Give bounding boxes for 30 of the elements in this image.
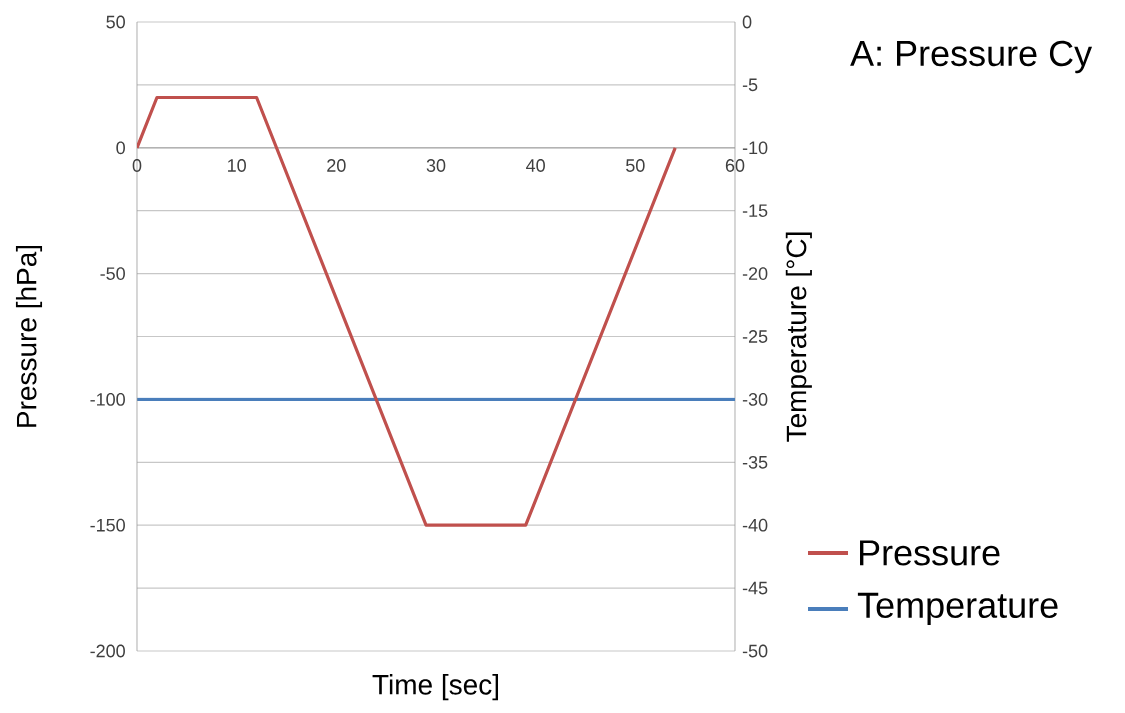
x-tick-label: 50 — [626, 159, 645, 172]
y2-tick-label: -40 — [742, 518, 768, 532]
x-tick-label: 0 — [132, 159, 142, 172]
y2-axis-title: Temperature [°C] — [785, 232, 812, 442]
y2-tick-label: -5 — [742, 78, 758, 92]
y2-tick-label: 0 — [742, 15, 752, 29]
y-tick-label: -200 — [90, 644, 125, 658]
y2-tick-label: -15 — [742, 204, 768, 217]
x-axis-title: Time [sec] — [372, 674, 499, 701]
y2-tick-label: -25 — [742, 330, 768, 343]
x-tick-label: 20 — [327, 159, 346, 172]
legend-label: Pressure — [860, 540, 1000, 566]
x-tick-label: 30 — [426, 159, 446, 172]
x-tick-label: 60 — [725, 159, 745, 172]
y2-tick-label: -30 — [742, 393, 768, 406]
y2-tick-label: -50 — [742, 644, 768, 658]
x-tick-label: 40 — [526, 159, 545, 172]
y-tick-label: -150 — [90, 518, 125, 532]
y2-tick-label: -20 — [742, 267, 768, 280]
text: A: Pressure Cy — [850, 40, 1093, 74]
y-tick-label: 50 — [106, 15, 125, 29]
x-tick-label: 10 — [228, 159, 246, 172]
y-tick-label: -100 — [90, 393, 125, 406]
y2-tick-label: -10 — [742, 141, 768, 155]
y2-tick-label: -35 — [742, 455, 768, 469]
legend-label: Temperature — [857, 592, 1058, 626]
y-tick-label: -50 — [100, 267, 125, 280]
y2-tick-label: -45 — [742, 581, 768, 595]
y-tick-label: 0 — [116, 141, 125, 155]
y-axis-title: Pressure [hPa] — [15, 245, 43, 427]
